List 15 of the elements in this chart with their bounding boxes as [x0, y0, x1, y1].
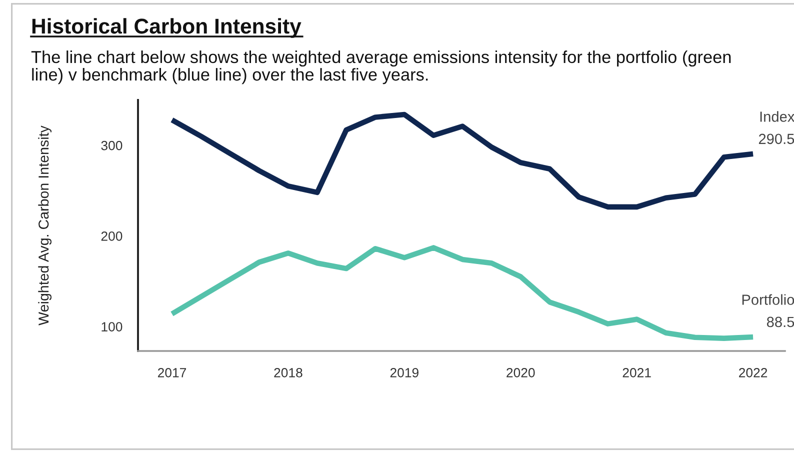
text: Portfolio: [742, 294, 794, 305]
chart-subtitle: The line chart below shows the weighted average emissions intensity for the portfolio (green line) v benchmark (blue line) over the last five years.: [31, 50, 731, 84]
x-tick-label: 2022: [739, 368, 768, 378]
y-tick-label: 200: [101, 231, 122, 241]
x-tick-label: 2017: [158, 368, 186, 378]
y-axis-title: Weighted Avg. Carbon Intensity: [38, 126, 52, 326]
x-tick-label: 2019: [390, 368, 418, 378]
x-tick-label: 2018: [274, 368, 302, 378]
data-label: 88.5: [766, 316, 794, 328]
x-tick-label: 2020: [506, 368, 535, 378]
y-tick-label: 300: [101, 140, 122, 150]
data-label: 290.5: [758, 134, 794, 144]
x-tick-label: 2021: [622, 368, 651, 378]
y-tick-label: 100: [102, 322, 122, 332]
chart-title: Historical Carbon Intensity: [32, 18, 302, 38]
